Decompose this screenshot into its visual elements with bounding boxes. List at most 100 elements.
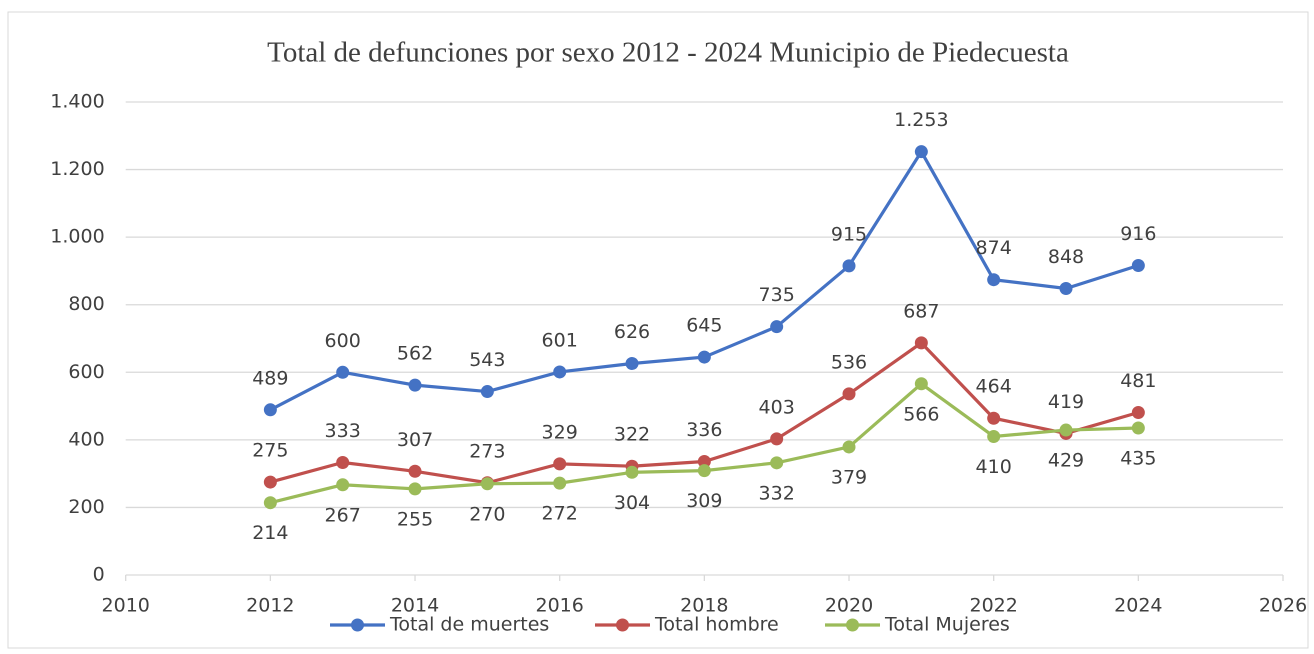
point [1059,423,1073,437]
data-label: 410 [976,456,1012,478]
legend-label: Total hombre [654,614,779,636]
point [480,477,494,491]
data-label: 848 [1048,246,1084,268]
point [263,496,277,510]
y-tick-label: 0 [93,564,105,586]
data-label: 214 [252,522,288,544]
point [770,456,784,470]
point [914,145,928,159]
data-label: 735 [759,284,795,306]
point [480,385,494,399]
data-label: 915 [831,223,867,245]
data-label: 536 [831,351,867,373]
legend-marker [351,618,364,632]
legend-label: Total Mujeres [884,614,1010,636]
point [987,273,1001,287]
point [553,457,567,471]
data-label: 543 [469,349,505,371]
point [625,357,639,371]
data-label: 600 [325,330,361,352]
data-label: 645 [686,315,722,337]
data-label: 309 [686,490,722,512]
point [770,320,784,334]
legend-marker [616,618,629,632]
x-tick-label: 2010 [102,595,150,617]
point [1059,281,1073,295]
data-label: 874 [976,237,1012,259]
x-tick-label: 2020 [825,595,873,617]
data-label: 916 [1120,223,1156,245]
point [842,387,856,401]
point [987,411,1001,425]
y-tick-label: 400 [68,428,104,450]
data-label: 275 [252,440,288,462]
data-label: 270 [469,503,505,525]
x-tick-label: 2012 [246,595,294,617]
x-tick-label: 2024 [1114,595,1162,617]
data-label: 307 [397,429,433,451]
point [697,464,711,478]
data-label: 435 [1120,448,1156,470]
legend-marker [846,618,859,632]
data-label: 329 [542,421,578,443]
data-label: 304 [614,492,650,514]
x-tick-label: 2026 [1259,595,1307,617]
x-tick-label: 2016 [536,595,584,617]
data-label: 687 [903,300,939,322]
data-label: 562 [397,343,433,365]
x-tick-label: 2022 [969,595,1017,617]
point [553,365,567,379]
point [263,403,277,417]
y-tick-label: 600 [68,361,104,383]
data-label: 429 [1048,450,1084,472]
point [336,365,350,379]
point [987,429,1001,443]
y-tick-label: 800 [68,293,104,315]
point [914,336,928,350]
point [263,475,277,489]
point [697,350,711,364]
point [697,454,711,468]
point [408,378,422,392]
point [1131,259,1145,273]
data-label: 626 [614,321,650,343]
data-label: 489 [252,367,288,389]
data-label: 403 [759,396,795,418]
data-label: 464 [976,376,1012,398]
data-label: 272 [542,503,578,525]
point [1131,421,1145,435]
x-tick-label: 2014 [391,595,439,617]
legend-label: Total de muertes [389,614,549,636]
data-label: 255 [397,508,433,530]
point [553,476,567,490]
point [625,465,639,479]
data-label: 273 [469,440,505,462]
data-label: 481 [1120,370,1156,392]
data-label: 566 [903,403,939,425]
chart-frame [7,11,1309,649]
chart-title: Total de defunciones por sexo 2012 - 202… [267,37,1069,69]
point [842,259,856,273]
y-tick-label: 200 [68,496,104,518]
point [336,455,350,469]
y-tick-label: 1.400 [50,91,104,113]
data-label: 419 [1048,391,1084,413]
data-label: 322 [614,424,650,446]
data-label: 1.253 [894,109,948,131]
data-label: 267 [325,504,361,526]
point [770,432,784,446]
data-label: 332 [759,482,795,504]
x-tick-label: 2018 [680,595,728,617]
data-label: 601 [542,329,578,351]
y-tick-label: 1.200 [50,158,104,180]
point [408,482,422,496]
y-tick-label: 1.000 [50,226,104,248]
data-label: 379 [831,466,867,488]
data-label: 333 [325,420,361,442]
data-label: 336 [686,419,722,441]
point [842,440,856,454]
point [336,478,350,492]
point [1131,405,1145,419]
point [914,377,928,391]
